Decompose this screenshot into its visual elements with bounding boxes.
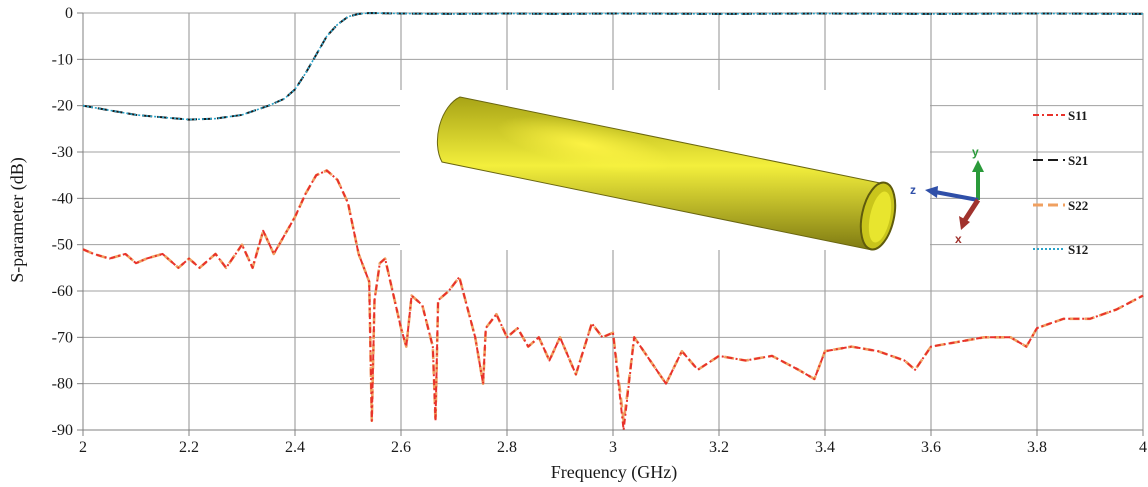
x-tick-label: 2.6 [391, 439, 411, 456]
series-line-s21 [82, 12, 1144, 121]
coax-tube-inset: y z x [400, 90, 984, 251]
y-tick-label: -70 [52, 329, 73, 346]
y-tick-label: -40 [52, 190, 73, 207]
legend-label-s22: S22 [1068, 198, 1088, 213]
legend: S11 S21 S22 S12 [1033, 108, 1088, 257]
x-tick-label: 2.8 [497, 439, 517, 456]
x-tick-label: 3.4 [815, 439, 835, 456]
y-tick-label: -10 [52, 51, 73, 68]
x-tick-label: 3 [609, 439, 617, 456]
x-tick-label: 2.4 [285, 439, 305, 456]
x-tick-label: 3.6 [921, 439, 941, 456]
x-tick-label: 4 [1139, 439, 1147, 456]
legend-label-s21: S21 [1068, 153, 1088, 168]
axis-triad: y z x [910, 145, 984, 246]
x-axis-title: Frequency (GHz) [551, 462, 677, 483]
series-line-s11 [82, 169, 1144, 431]
y-axis-title: S-parameter (dB) [7, 157, 28, 282]
series-line-s12 [82, 12, 1144, 121]
y-tick-label: -50 [52, 237, 73, 254]
y-tick-label: -20 [52, 98, 73, 115]
axes: 2 2.2 2.4 2.6 2.8 3 3.2 3.4 3.6 3.8 4 0 -10 -20 -30 -40… [52, 5, 1147, 456]
y-tick-label: -30 [52, 144, 73, 161]
axis-y-label: y [972, 145, 979, 159]
y-tick-label: -80 [52, 376, 73, 393]
x-tick-label: 3.8 [1027, 439, 1047, 456]
axis-z-label: z [910, 183, 916, 197]
legend-label-s11: S11 [1068, 108, 1088, 123]
legend-label-s12: S12 [1068, 242, 1088, 257]
x-tick-label: 3.2 [709, 439, 729, 456]
y-tick-label: 0 [65, 5, 73, 22]
tube-3d-model [436, 96, 897, 251]
x-tick-label: 2 [79, 439, 87, 456]
y-tick-label: -90 [52, 422, 73, 439]
series-lines [82, 12, 1144, 431]
axis-x-label: x [955, 232, 962, 246]
y-tick-label: -60 [52, 283, 73, 300]
x-tick-label: 2.2 [179, 439, 199, 456]
